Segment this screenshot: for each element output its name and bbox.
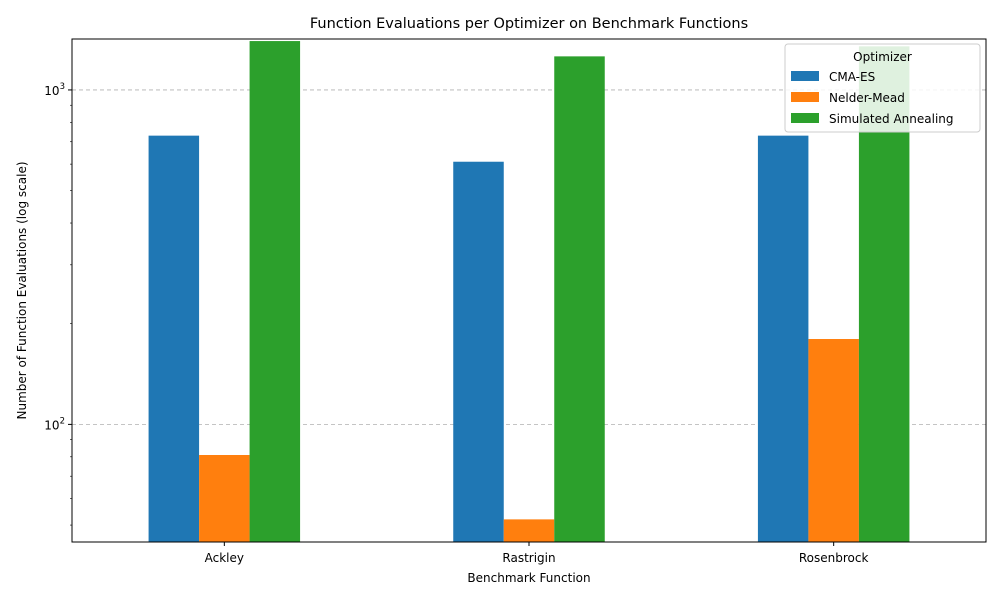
x-tick-label: Rastrigin <box>502 551 555 565</box>
bar-simulated-annealing-ackley <box>249 41 301 542</box>
bar-nelder-mead-rastrigin <box>503 519 555 542</box>
y-axis-label: Number of Function Evaluations (log scal… <box>15 161 29 419</box>
legend-swatch <box>791 92 819 102</box>
legend-swatch <box>791 71 819 81</box>
legend-entries: CMA-ES Nelder-Mead Simulated Annealing <box>791 70 954 126</box>
legend-entry-label: CMA-ES <box>829 70 875 84</box>
x-tick-label: Rosenbrock <box>799 551 869 565</box>
legend: Optimizer CMA-ES Nelder-Mead Simulated Ann… <box>784 43 981 133</box>
y-tick-label: 102 <box>44 416 65 432</box>
bar-cma-es-rastrigin <box>453 161 504 542</box>
chart-title: Function Evaluations per Optimizer on Be… <box>310 16 748 32</box>
axis-ticks: 102 103 Ackley Rastrigin Rosenbrock <box>44 82 868 565</box>
grid-lines <box>72 89 986 425</box>
legend-entry-label: Nelder-Mead <box>829 91 905 105</box>
bar-cma-es-ackley <box>148 135 200 542</box>
legend-title: Optimizer <box>853 50 912 64</box>
bar-simulated-annealing-rastrigin <box>554 56 605 543</box>
x-axis-label: Benchmark Function <box>467 571 590 585</box>
legend-box <box>784 43 981 133</box>
legend-entry-label: Simulated Annealing <box>829 112 954 126</box>
x-tick-label: Ackley <box>205 551 244 565</box>
bar-nelder-mead-ackley <box>199 454 250 542</box>
bar-cma-es-rosenbrock <box>757 135 809 542</box>
y-tick-label: 103 <box>44 82 65 98</box>
bar-nelder-mead-rosenbrock <box>808 339 859 542</box>
legend-swatch <box>791 113 819 123</box>
